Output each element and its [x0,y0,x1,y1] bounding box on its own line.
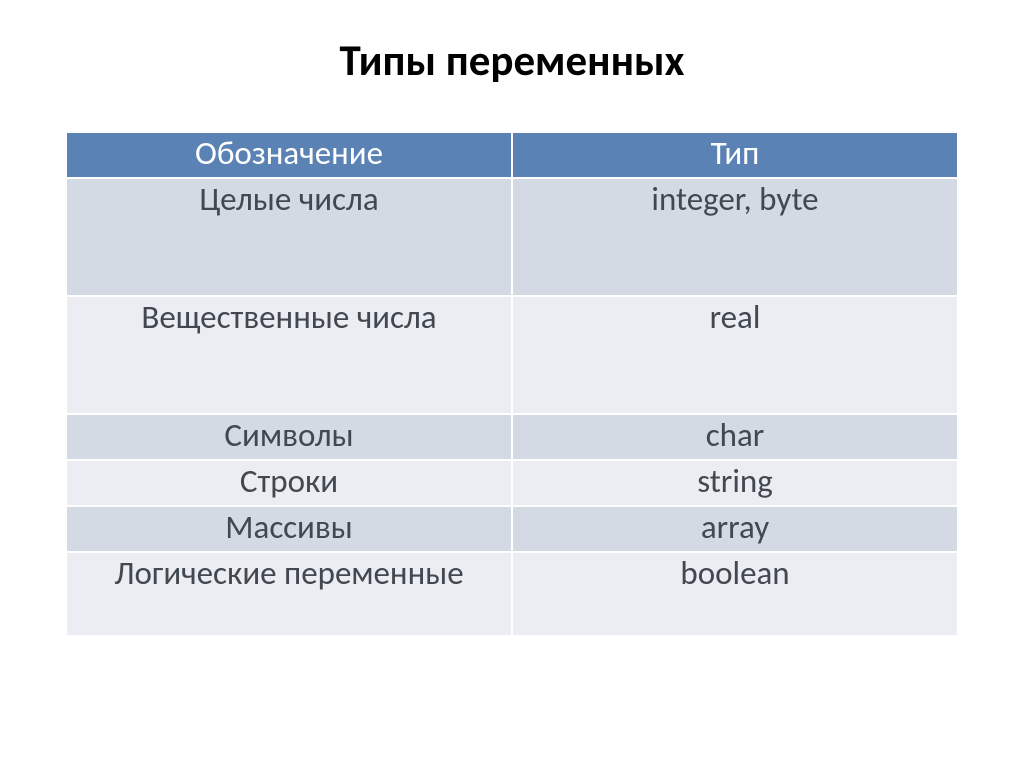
col-header-type: Тип [512,132,958,178]
table-row: Вещественные числа real [66,296,958,414]
cell-designation: Вещественные числа [66,296,512,414]
slide-title: Типы переменных [0,34,1024,87]
cell-designation: Целые числа [66,178,512,296]
cell-type: real [512,296,958,414]
cell-type: integer, byte [512,178,958,296]
table-body: Целые числа integer, byte Вещественные ч… [66,178,958,636]
cell-designation: Символы [66,414,512,460]
cell-type: boolean [512,552,958,636]
cell-designation: Массивы [66,506,512,552]
table-header-row: Обозначение Тип [66,132,958,178]
cell-designation: Строки [66,460,512,506]
table-row: Строки string [66,460,958,506]
table-wrapper: Обозначение Тип Целые числа integer, byt… [65,131,959,637]
table-row: Целые числа integer, byte [66,178,958,296]
cell-type: array [512,506,958,552]
cell-type: string [512,460,958,506]
cell-designation: Логические переменные [66,552,512,636]
slide: Типы переменных Обозначение Тип Целые чи… [0,0,1024,768]
table-row: Логические переменные boolean [66,552,958,636]
col-header-designation: Обозначение [66,132,512,178]
table-head: Обозначение Тип [66,132,958,178]
cell-type: char [512,414,958,460]
table-row: Массивы array [66,506,958,552]
variable-types-table: Обозначение Тип Целые числа integer, byt… [65,131,959,637]
table-row: Символы char [66,414,958,460]
